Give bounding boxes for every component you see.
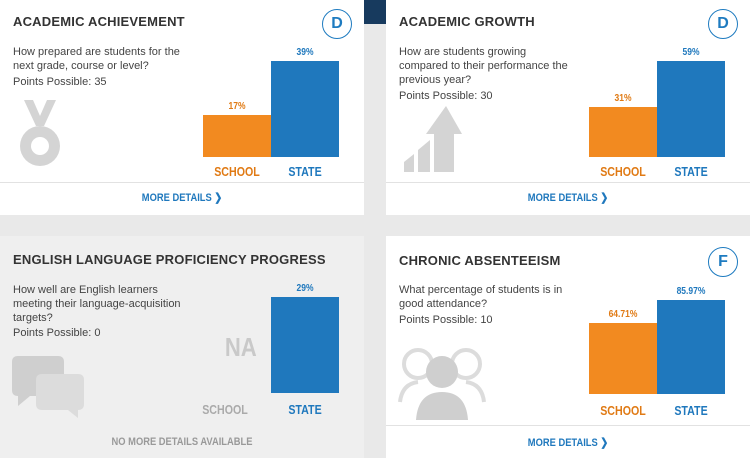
growth-arrow-icon <box>404 106 462 172</box>
state-value-label: 59% <box>682 47 700 58</box>
card-question: How prepared are students for the next g… <box>13 46 180 72</box>
category-state: STATE <box>288 402 322 417</box>
divider <box>386 425 750 426</box>
school-value-label: 17% <box>228 101 246 112</box>
card-question: How well are English learners meeting th… <box>13 284 181 324</box>
points-possible: Points Possible: 0 <box>13 327 101 339</box>
card-title: ACADEMIC ACHIEVEMENT <box>13 14 185 29</box>
category-school: SCHOOL <box>214 164 260 179</box>
more-details-label: MORE DETAILS <box>527 437 598 449</box>
state-value-label: 85.97% <box>676 286 706 297</box>
card-english-language-proficiency: ENGLISH LANGUAGE PROFICIENCY PROGRESS Ho… <box>0 236 364 458</box>
grade-badge: D <box>322 9 352 39</box>
bar-school <box>203 115 271 157</box>
card-academic-growth: ACADEMIC GROWTH D How are students growi… <box>386 0 750 215</box>
grade-badge: F <box>708 247 738 277</box>
card-question: How are students growing compared to the… <box>399 46 568 86</box>
divider <box>0 182 364 183</box>
chevron-right-icon: ❯ <box>214 192 223 204</box>
divider <box>386 182 750 183</box>
category-state: STATE <box>674 164 708 179</box>
state-value-label: 29% <box>296 283 314 294</box>
more-details-label: MORE DETAILS <box>527 192 598 204</box>
no-more-details-label: NO MORE DETAILS AVAILABLE <box>111 436 253 448</box>
category-school: SCHOOL <box>202 402 248 417</box>
points-possible: Points Possible: 10 <box>399 314 493 326</box>
state-value-label: 39% <box>296 47 314 58</box>
card-title: ENGLISH LANGUAGE PROFICIENCY PROGRESS <box>13 252 326 267</box>
bar-school <box>589 323 657 394</box>
bar-state <box>271 297 339 393</box>
more-details-link[interactable]: MORE DETAILS ❯ <box>27 191 336 204</box>
card-question: What percentage of students is in good a… <box>399 284 563 310</box>
chevron-right-icon: ❯ <box>600 437 609 449</box>
category-state: STATE <box>288 164 322 179</box>
bar-chart: 64.71% 85.97% <box>589 286 725 394</box>
bar-chart: 29% <box>271 283 339 393</box>
card-title: CHRONIC ABSENTEEISM <box>399 253 561 268</box>
category-school: SCHOOL <box>600 164 646 179</box>
category-state: STATE <box>674 403 708 418</box>
school-value-label: 64.71% <box>608 309 638 320</box>
more-details-label: MORE DETAILS <box>141 192 212 204</box>
more-details-link[interactable]: MORE DETAILS ❯ <box>413 191 722 204</box>
school-value-label: 31% <box>614 93 632 104</box>
more-details-link[interactable]: MORE DETAILS ❯ <box>413 436 722 449</box>
points-possible: Points Possible: 30 <box>399 90 493 102</box>
header-tab-accent <box>364 0 386 24</box>
card-chronic-absenteeism: CHRONIC ABSENTEEISM F What percentage of… <box>386 236 750 458</box>
medal-icon <box>20 100 60 166</box>
card-title: ACADEMIC GROWTH <box>399 14 535 29</box>
bar-state <box>271 61 339 157</box>
speech-bubbles-icon <box>12 356 84 418</box>
bar-chart: 31% 59% <box>589 47 725 157</box>
category-school: SCHOOL <box>600 403 646 418</box>
card-academic-achievement: ACADEMIC ACHIEVEMENT D How prepared are … <box>0 0 364 215</box>
people-group-icon <box>398 348 486 420</box>
school-na-label: NA <box>224 332 257 362</box>
bar-school <box>589 107 657 157</box>
bar-state <box>657 61 725 157</box>
bar-chart: 17% 39% <box>203 47 339 157</box>
bar-state <box>657 300 725 394</box>
grade-badge: D <box>708 9 738 39</box>
points-possible: Points Possible: 35 <box>13 76 107 88</box>
chevron-right-icon: ❯ <box>600 192 609 204</box>
